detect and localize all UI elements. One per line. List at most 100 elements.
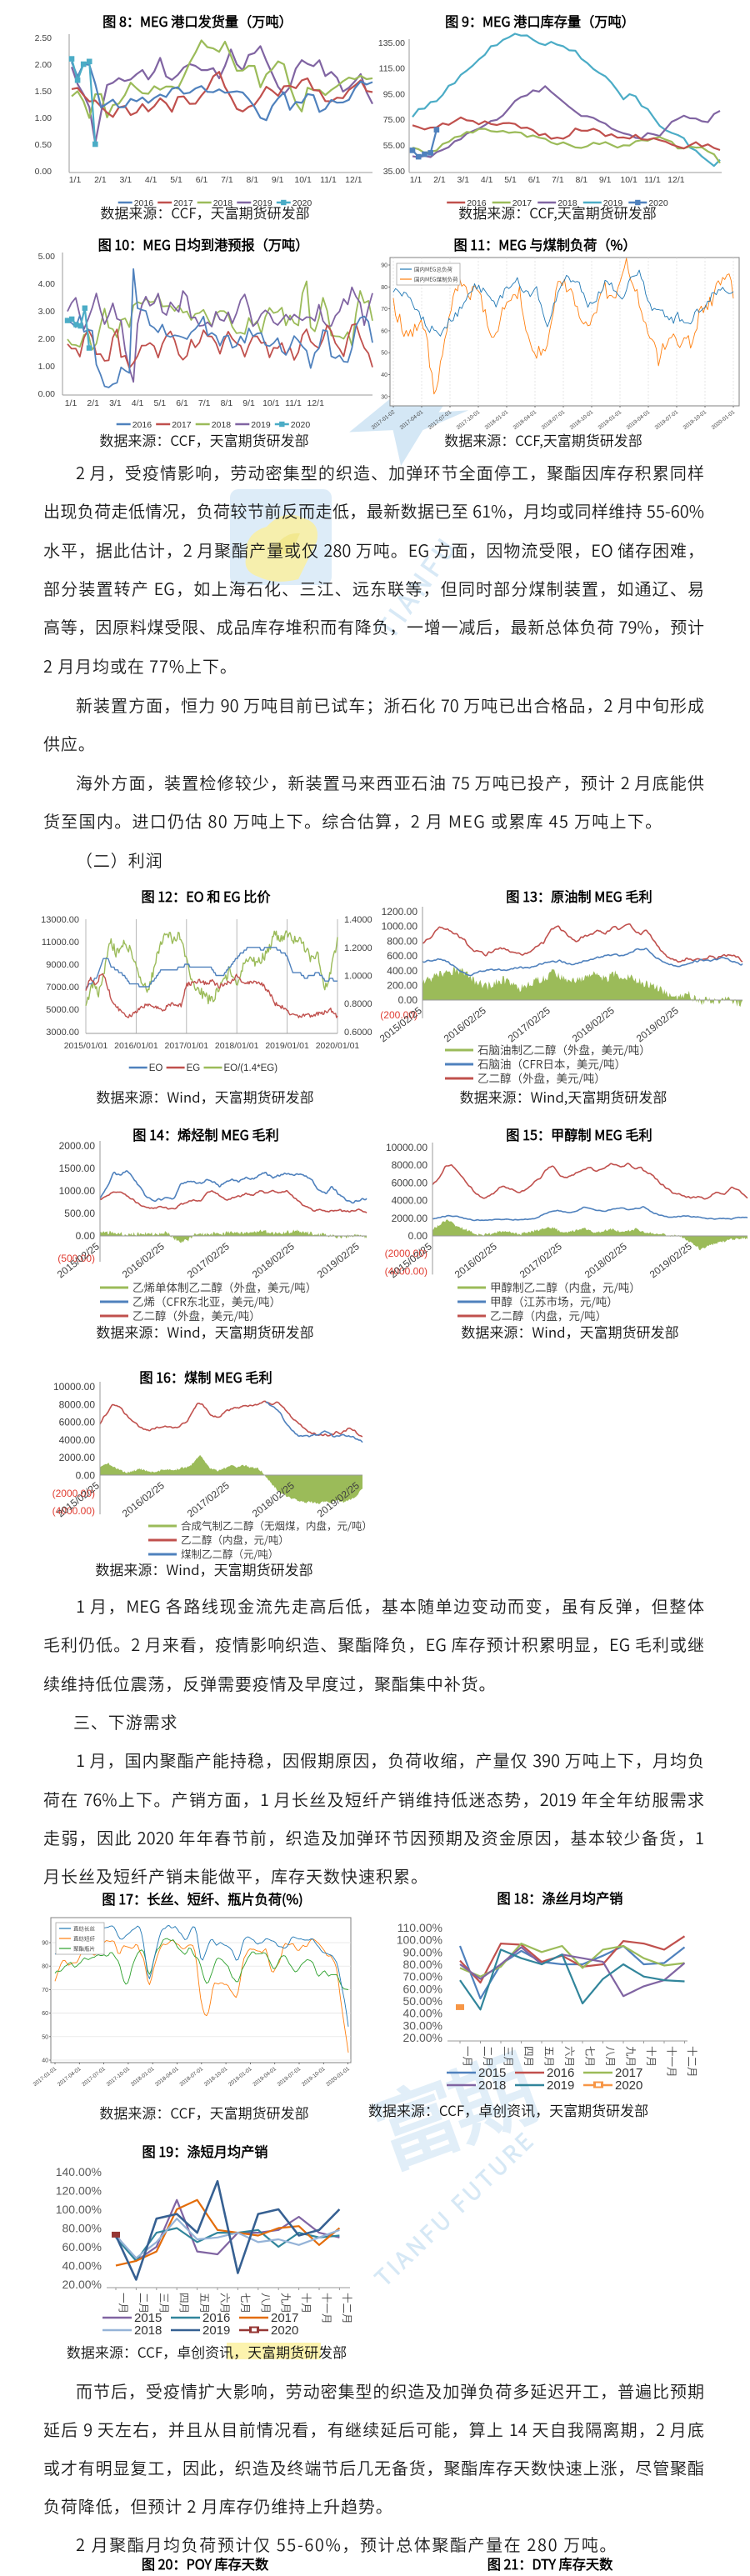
svg-text:3/1: 3/1 [457, 175, 469, 185]
svg-text:0.50: 0.50 [35, 140, 52, 150]
svg-text:7/1: 7/1 [552, 175, 564, 185]
svg-text:(4000.00): (4000.00) [52, 1505, 95, 1517]
svg-text:7/1: 7/1 [198, 398, 211, 408]
svg-text:100.00%: 100.00% [56, 2203, 102, 2216]
svg-text:0.00: 0.00 [408, 1230, 428, 1242]
svg-text:四月: 四月 [522, 2046, 538, 2067]
svg-text:95.00: 95.00 [383, 89, 405, 99]
svg-text:十一月: 十一月 [320, 2293, 336, 2324]
svg-text:十月: 十月 [644, 2046, 660, 2067]
svg-text:二月: 二月 [137, 2293, 152, 2313]
svg-text:2019: 2019 [547, 2078, 574, 2093]
svg-text:2019: 2019 [252, 198, 272, 208]
svg-text:0.00: 0.00 [398, 994, 418, 1006]
svg-text:2020: 2020 [648, 198, 668, 208]
svg-text:3000.00: 3000.00 [46, 1028, 79, 1038]
svg-text:70.00%: 70.00% [403, 1970, 442, 1983]
svg-text:2017-04-01: 2017-04-01 [57, 2066, 82, 2088]
svg-text:6000.00: 6000.00 [59, 1417, 96, 1428]
svg-text:5/1: 5/1 [170, 175, 182, 185]
svg-text:70: 70 [381, 307, 388, 313]
svg-text:七月: 七月 [583, 2046, 599, 2067]
svg-text:5/1: 5/1 [504, 175, 517, 185]
svg-text:二月: 二月 [481, 2046, 497, 2067]
svg-text:(2000.00): (2000.00) [52, 1488, 95, 1499]
svg-text:12/1: 12/1 [307, 398, 324, 408]
svg-text:2017-07-01: 2017-07-01 [428, 409, 453, 431]
svg-text:2000.00: 2000.00 [392, 1213, 428, 1224]
svg-text:50: 50 [42, 2034, 48, 2040]
svg-text:2.00: 2.00 [38, 334, 56, 344]
svg-text:2018-01-01: 2018-01-01 [130, 2066, 156, 2088]
svg-text:2017-10-01: 2017-10-01 [456, 409, 482, 431]
svg-text:1/1: 1/1 [69, 175, 82, 185]
svg-text:40: 40 [381, 373, 388, 378]
svg-text:七月: 七月 [238, 2293, 254, 2313]
svg-text:9/1: 9/1 [599, 175, 612, 185]
svg-text:400.00: 400.00 [387, 965, 418, 977]
svg-text:1.0000: 1.0000 [344, 972, 372, 982]
svg-text:2018-04-01: 2018-04-01 [512, 409, 538, 431]
svg-text:2018-10-01: 2018-10-01 [569, 409, 595, 431]
svg-text:35.00: 35.00 [383, 167, 405, 177]
svg-text:EO/(1.4*EG): EO/(1.4*EG) [224, 1063, 278, 1073]
svg-text:2017/02/25: 2017/02/25 [518, 1240, 564, 1280]
svg-text:10000.00: 10000.00 [53, 1381, 95, 1393]
svg-text:6/1: 6/1 [176, 398, 188, 408]
svg-text:2018/02/25: 2018/02/25 [250, 1240, 297, 1280]
svg-text:5000.00: 5000.00 [46, 1005, 79, 1015]
svg-text:11000.00: 11000.00 [42, 938, 79, 948]
svg-text:4000.00: 4000.00 [59, 1434, 96, 1446]
svg-text:0.6000: 0.6000 [344, 1028, 372, 1038]
svg-text:2020-01-01: 2020-01-01 [711, 409, 737, 431]
svg-text:2018-04-01: 2018-04-01 [154, 2066, 180, 2088]
svg-text:3.00: 3.00 [38, 307, 56, 317]
svg-text:50.00%: 50.00% [403, 1994, 442, 2008]
svg-text:国内MEG煤制负荷: 国内MEG煤制负荷 [414, 275, 458, 283]
svg-text:1.00: 1.00 [38, 362, 56, 372]
svg-text:(500.00): (500.00) [58, 1253, 95, 1264]
svg-text:30.00%: 30.00% [403, 2018, 442, 2032]
svg-text:11/1: 11/1 [320, 175, 337, 185]
svg-text:2020: 2020 [615, 2078, 642, 2093]
svg-text:10/1: 10/1 [620, 175, 638, 185]
svg-text:乙二醇（外盘，美元/吨）: 乙二醇（外盘，美元/吨） [478, 1069, 606, 1086]
svg-text:2019/01/01: 2019/01/01 [265, 1041, 309, 1051]
svg-text:三月: 三月 [157, 2293, 172, 2313]
svg-text:2018: 2018 [213, 198, 233, 208]
svg-text:75.00: 75.00 [383, 115, 405, 125]
svg-text:2018: 2018 [212, 420, 232, 430]
svg-text:2020: 2020 [292, 198, 312, 208]
svg-text:2020-01-01: 2020-01-01 [325, 2066, 351, 2088]
svg-text:2018-01-01: 2018-01-01 [484, 409, 510, 431]
svg-text:5.00: 5.00 [38, 252, 56, 262]
svg-text:2017: 2017 [172, 420, 192, 430]
svg-text:2016/01/01: 2016/01/01 [114, 1041, 158, 1051]
svg-text:6000.00: 6000.00 [392, 1177, 428, 1188]
svg-text:3/1: 3/1 [119, 175, 132, 185]
svg-text:直纺短纤: 直纺短纤 [73, 1934, 96, 1943]
svg-text:135.00: 135.00 [378, 38, 405, 48]
svg-text:10000.00: 10000.00 [386, 1142, 428, 1153]
svg-text:2018: 2018 [558, 198, 578, 208]
svg-text:(2000.00): (2000.00) [385, 1248, 428, 1259]
svg-text:十一月: 十一月 [665, 2046, 681, 2078]
svg-text:2.50: 2.50 [35, 33, 52, 43]
svg-text:6/1: 6/1 [196, 175, 208, 185]
svg-text:2.00: 2.00 [35, 60, 52, 70]
svg-text:600.00: 600.00 [387, 950, 418, 962]
svg-text:2018: 2018 [478, 2078, 506, 2093]
svg-text:80: 80 [381, 285, 388, 291]
svg-text:3/1: 3/1 [109, 398, 122, 408]
svg-text:11/1: 11/1 [644, 175, 661, 185]
svg-text:乙烯（CFR东北亚，美元/吨）: 乙烯（CFR东北亚，美元/吨） [132, 1293, 281, 1309]
svg-text:70: 70 [42, 1988, 48, 1993]
svg-text:1200.00: 1200.00 [382, 906, 418, 918]
svg-text:2/1: 2/1 [94, 175, 107, 185]
svg-text:五月: 五月 [198, 2293, 213, 2313]
svg-text:4/1: 4/1 [132, 398, 144, 408]
svg-text:十二月: 十二月 [340, 2293, 356, 2324]
svg-text:2019-04-01: 2019-04-01 [626, 409, 652, 431]
svg-text:2019-04-01: 2019-04-01 [252, 2066, 278, 2088]
svg-text:120.00%: 120.00% [56, 2184, 102, 2198]
